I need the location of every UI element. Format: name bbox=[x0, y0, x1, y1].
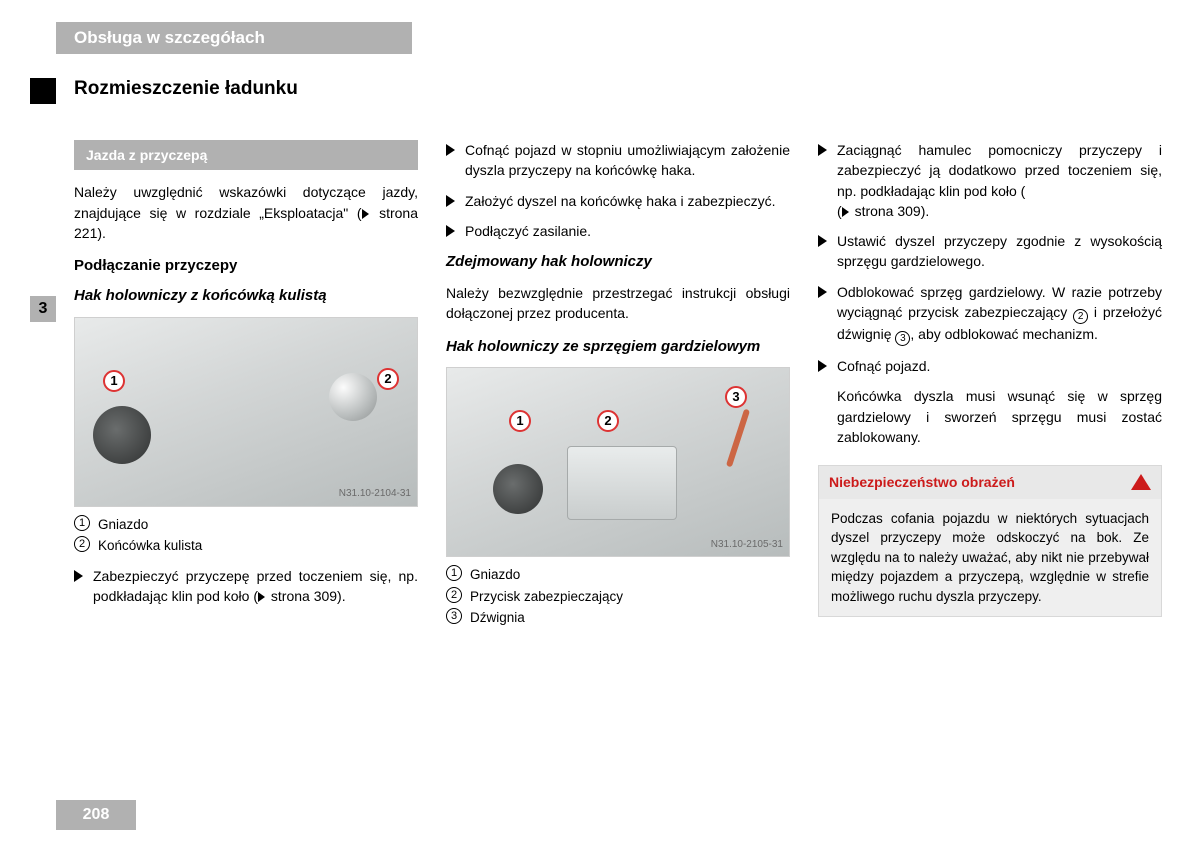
removable-paragraph: Należy bezwzględnie przestrzegać instruk… bbox=[446, 283, 790, 324]
figure-ball-hitch: 1 2 N31.10-2104-31 bbox=[74, 317, 418, 507]
warning-triangle-icon bbox=[1131, 474, 1151, 490]
step-item: Zabezpieczyć przyczepę przed toczeniem s… bbox=[74, 566, 418, 607]
legend-label: Dźwignia bbox=[470, 608, 525, 628]
legend-num: 2 bbox=[446, 587, 462, 603]
page-number: 208 bbox=[56, 800, 136, 830]
triangle-bullet-icon bbox=[818, 286, 827, 298]
legend-2: 1 Gniazdo 2 Przycisk zabezpieczający 3 D… bbox=[446, 565, 790, 628]
callout-1: 1 bbox=[103, 370, 125, 392]
figure-jaw-hitch: 1 2 3 N31.10-2105-31 bbox=[446, 367, 790, 557]
step-text: Założyć dyszel na końcówkę haka i zabezp… bbox=[465, 191, 775, 211]
step-item: Cofnąć pojazd w stopniu umożliwiającym z… bbox=[446, 140, 790, 181]
triangle-bullet-icon bbox=[446, 225, 455, 237]
column-1: Jazda z przyczepą Należy uwzględnić wska… bbox=[74, 140, 418, 638]
legend-num: 2 bbox=[74, 536, 90, 552]
warning-box: Niebezpieczeństwo obrażeń Podczas cofani… bbox=[818, 465, 1162, 617]
page-ref-icon bbox=[362, 209, 369, 219]
step-item: Cofnąć pojazd. bbox=[818, 356, 1162, 376]
socket-shape bbox=[493, 464, 543, 514]
content-columns: Jazda z przyczepą Należy uwzględnić wska… bbox=[74, 140, 1164, 638]
step-text-part: Zabezpieczyć przyczepę przed toczeniem s… bbox=[93, 568, 418, 604]
legend-label: Końcówka kulista bbox=[98, 536, 202, 556]
step-text-part: Zaciągnąć hamulec pomocniczy przyczepy i… bbox=[837, 142, 1162, 199]
triangle-bullet-icon bbox=[818, 235, 827, 247]
step-text: Zaciągnąć hamulec pomocniczy przyczepy i… bbox=[837, 140, 1162, 221]
hitch-ball-shape bbox=[329, 373, 377, 421]
legend-item: 1 Gniazdo bbox=[446, 565, 790, 585]
legend-1: 1 Gniazdo 2 Końcówka kulista bbox=[74, 515, 418, 556]
triangle-bullet-icon bbox=[446, 195, 455, 207]
step-ref: strona 309). bbox=[271, 588, 346, 604]
legend-label: Gniazdo bbox=[98, 515, 148, 535]
page-ref-icon bbox=[842, 207, 849, 217]
legend-item: 3 Dźwignia bbox=[446, 608, 790, 628]
step-item: Zaciągnąć hamulec pomocniczy przyczepy i… bbox=[818, 140, 1162, 221]
legend-label: Przycisk zabezpieczający bbox=[470, 587, 623, 607]
legend-label: Gniazdo bbox=[470, 565, 520, 585]
step-text-part: , aby odblokować mechanizm. bbox=[910, 326, 1098, 342]
step-text: Podłączyć zasilanie. bbox=[465, 221, 591, 241]
step-ref: strona 309). bbox=[855, 203, 930, 219]
callout-3: 3 bbox=[725, 386, 747, 408]
inline-ref-2: 2 bbox=[1073, 309, 1088, 324]
heading-removable: Zdejmowany hak holowniczy bbox=[446, 251, 790, 273]
warning-header: Niebezpieczeństwo obrażeń bbox=[819, 466, 1161, 498]
legend-num: 1 bbox=[74, 515, 90, 531]
bracket-shape bbox=[567, 446, 677, 520]
triangle-bullet-icon bbox=[818, 144, 827, 156]
subsection-heading: Jazda z przyczepą bbox=[74, 140, 418, 170]
tab-black-mark bbox=[30, 78, 56, 104]
figure-code: N31.10-2105-31 bbox=[711, 538, 783, 553]
chapter-header: Obsługa w szczegółach bbox=[56, 22, 412, 54]
legend-item: 2 Przycisk zabezpieczający bbox=[446, 587, 790, 607]
step-item: Ustawić dyszel przyczepy zgodnie z wysok… bbox=[818, 231, 1162, 272]
column-2: Cofnąć pojazd w stopniu umożliwiającym z… bbox=[446, 140, 790, 638]
legend-num: 1 bbox=[446, 565, 462, 581]
heading-connect: Podłączanie przyczepy bbox=[74, 255, 418, 277]
step-text: Cofnąć pojazd w stopniu umożliwiającym z… bbox=[465, 140, 790, 181]
triangle-bullet-icon bbox=[74, 570, 83, 582]
triangle-bullet-icon bbox=[818, 360, 827, 372]
warning-title: Niebezpieczeństwo obrażeń bbox=[829, 472, 1015, 492]
step-item: Założyć dyszel na końcówkę haka i zabezp… bbox=[446, 191, 790, 211]
section-title: Rozmieszczenie ładunku bbox=[74, 78, 298, 100]
legend-num: 3 bbox=[446, 608, 462, 624]
callout-1: 1 bbox=[509, 410, 531, 432]
lever-shape bbox=[726, 409, 750, 468]
follow-paragraph: Końcówka dyszla musi wsunąć się w sprzęg… bbox=[837, 386, 1162, 447]
inline-ref-3: 3 bbox=[895, 331, 910, 346]
step-text: Odblokować sprzęg gardzielowy. W razie p… bbox=[837, 282, 1162, 346]
intro-paragraph: Należy uwzględnić wskazówki dotyczące ja… bbox=[74, 182, 418, 243]
step-item: Odblokować sprzęg gardzielowy. W razie p… bbox=[818, 282, 1162, 346]
step-text: Cofnąć pojazd. bbox=[837, 356, 930, 376]
step-text: Ustawić dyszel przyczepy zgodnie z wysok… bbox=[837, 231, 1162, 272]
column-3: Zaciągnąć hamulec pomocniczy przyczepy i… bbox=[818, 140, 1162, 638]
socket-shape bbox=[93, 406, 151, 464]
heading-jaw-hitch: Hak holowniczy ze sprzęgiem gardzielowym bbox=[446, 336, 790, 358]
page-ref-icon bbox=[258, 592, 265, 602]
callout-2: 2 bbox=[377, 368, 399, 390]
figure-code: N31.10-2104-31 bbox=[339, 487, 411, 502]
warning-body: Podczas cofania pojazdu w niektórych syt… bbox=[819, 499, 1161, 617]
tab-number: 3 bbox=[30, 296, 56, 322]
step-text: Zabezpieczyć przyczepę przed toczeniem s… bbox=[93, 566, 418, 607]
step-item: Podłączyć zasilanie. bbox=[446, 221, 790, 241]
triangle-bullet-icon bbox=[446, 144, 455, 156]
heading-ball-hitch: Hak holowniczy z końcówką kulistą bbox=[74, 285, 418, 307]
legend-item: 1 Gniazdo bbox=[74, 515, 418, 535]
legend-item: 2 Końcówka kulista bbox=[74, 536, 418, 556]
callout-2: 2 bbox=[597, 410, 619, 432]
